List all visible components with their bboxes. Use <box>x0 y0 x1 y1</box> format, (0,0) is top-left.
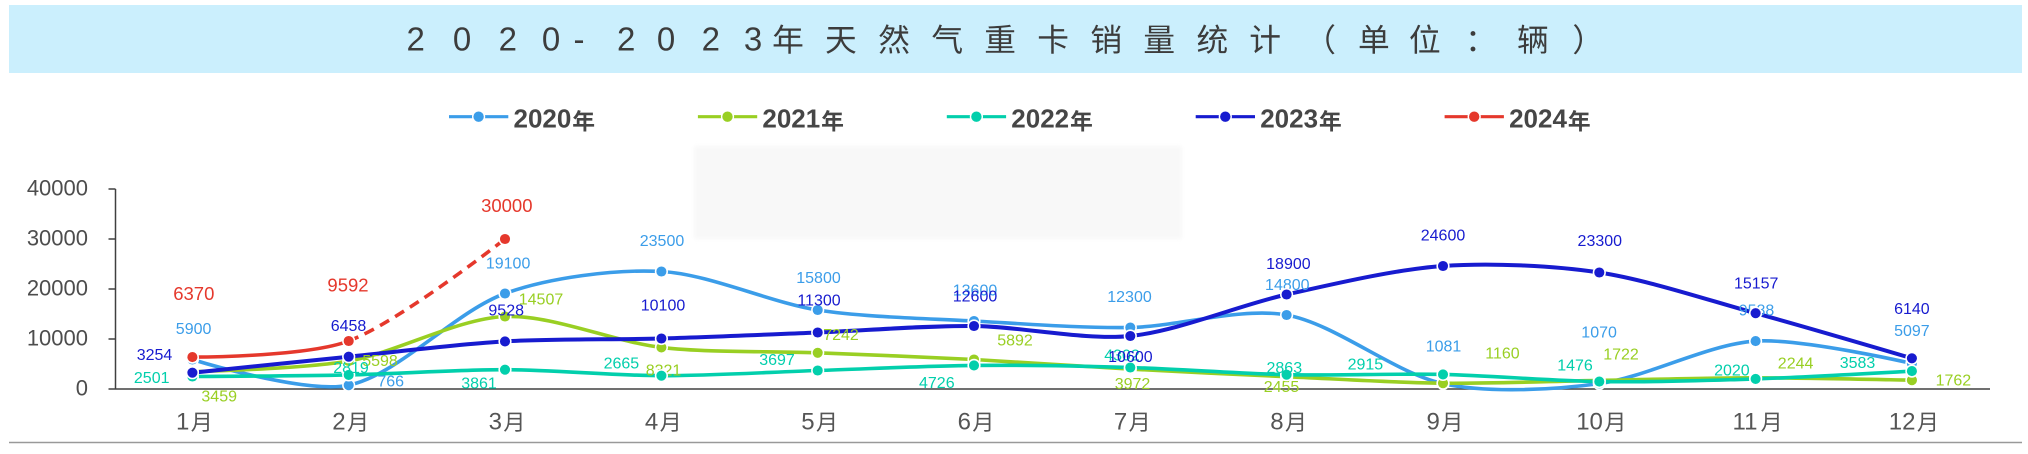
svg-text:4302: 4302 <box>1104 348 1140 365</box>
svg-text:6140: 6140 <box>1894 301 1930 318</box>
svg-text:0: 0 <box>542 20 560 57</box>
svg-text:15157: 15157 <box>1734 275 1779 292</box>
svg-text:4: 4 <box>645 409 658 436</box>
svg-text:4726: 4726 <box>919 375 955 392</box>
svg-text:9592: 9592 <box>327 274 368 295</box>
svg-text:7: 7 <box>1114 409 1127 436</box>
svg-text:24600: 24600 <box>1421 228 1466 245</box>
svg-text:2501: 2501 <box>134 370 170 387</box>
svg-text:40000: 40000 <box>27 176 88 201</box>
svg-text:5598: 5598 <box>362 353 398 370</box>
svg-text:2: 2 <box>617 20 635 57</box>
svg-text:2024: 2024 <box>1509 104 1567 134</box>
svg-text:9528: 9528 <box>488 303 524 320</box>
svg-text:2863: 2863 <box>1267 360 1303 377</box>
svg-text:1070: 1070 <box>1581 325 1617 342</box>
svg-text:23300: 23300 <box>1578 233 1623 250</box>
svg-text:2819: 2819 <box>333 360 369 377</box>
svg-text:13600: 13600 <box>953 282 998 299</box>
svg-text:6: 6 <box>958 409 971 436</box>
svg-text:2022: 2022 <box>1011 104 1069 134</box>
svg-text:20000: 20000 <box>27 276 88 301</box>
svg-text:1: 1 <box>176 409 189 436</box>
svg-text:5: 5 <box>801 409 814 436</box>
svg-text:1081: 1081 <box>1426 339 1462 356</box>
svg-text:12: 12 <box>1889 409 1916 436</box>
svg-text:10000: 10000 <box>27 326 88 351</box>
svg-text:3697: 3697 <box>759 352 795 369</box>
svg-text:1722: 1722 <box>1603 347 1639 364</box>
svg-text:1160: 1160 <box>1485 346 1520 363</box>
svg-text:30000: 30000 <box>481 195 532 216</box>
svg-text:9: 9 <box>1427 409 1440 436</box>
svg-text:19100: 19100 <box>486 255 531 272</box>
svg-text:6458: 6458 <box>331 318 367 335</box>
svg-text:3254: 3254 <box>137 347 173 364</box>
svg-text:11300: 11300 <box>797 293 840 310</box>
svg-text:1476: 1476 <box>1557 358 1593 375</box>
svg-text:2: 2 <box>702 20 720 57</box>
svg-text:10: 10 <box>1576 409 1603 436</box>
svg-text:6370: 6370 <box>173 283 214 304</box>
svg-text:30000: 30000 <box>27 226 88 251</box>
svg-text:1762: 1762 <box>1936 373 1972 390</box>
svg-text:5900: 5900 <box>176 321 212 338</box>
svg-text:3583: 3583 <box>1840 355 1876 372</box>
svg-text:2021: 2021 <box>762 104 820 134</box>
svg-text:12600: 12600 <box>953 288 998 305</box>
svg-text:8: 8 <box>1270 409 1283 436</box>
svg-text:3: 3 <box>744 20 762 57</box>
svg-text:15800: 15800 <box>796 270 841 287</box>
svg-text:766: 766 <box>377 374 404 391</box>
svg-text:5097: 5097 <box>1894 323 1930 340</box>
svg-text:0: 0 <box>453 20 471 57</box>
svg-text:23500: 23500 <box>640 233 685 250</box>
svg-text:3459: 3459 <box>201 389 237 406</box>
svg-text:-: - <box>574 20 585 57</box>
svg-text:2665: 2665 <box>604 356 640 373</box>
svg-text:2: 2 <box>499 20 517 57</box>
svg-text:3972: 3972 <box>1115 376 1151 393</box>
svg-text:18900: 18900 <box>1266 256 1311 273</box>
svg-text:2: 2 <box>332 409 345 436</box>
svg-text:3861: 3861 <box>461 376 497 393</box>
svg-text:12300: 12300 <box>1107 289 1152 306</box>
svg-text:2: 2 <box>407 20 425 57</box>
svg-text:2915: 2915 <box>1348 357 1384 374</box>
svg-text:2244: 2244 <box>1778 356 1814 373</box>
svg-text:2455: 2455 <box>1264 379 1300 396</box>
svg-text:3: 3 <box>489 409 502 436</box>
svg-text:10100: 10100 <box>641 298 686 315</box>
svg-text:2020: 2020 <box>514 104 572 134</box>
svg-text:7242: 7242 <box>823 327 859 344</box>
svg-text:0: 0 <box>657 20 675 57</box>
svg-text:10600: 10600 <box>1108 349 1153 366</box>
svg-text:11: 11 <box>1733 409 1758 436</box>
svg-text:14800: 14800 <box>1265 277 1310 294</box>
svg-text:0: 0 <box>76 376 88 401</box>
svg-text:14507: 14507 <box>519 291 564 308</box>
svg-text:2023: 2023 <box>1260 104 1318 134</box>
svg-text:5892: 5892 <box>997 333 1033 350</box>
svg-text:2020: 2020 <box>1714 363 1750 380</box>
